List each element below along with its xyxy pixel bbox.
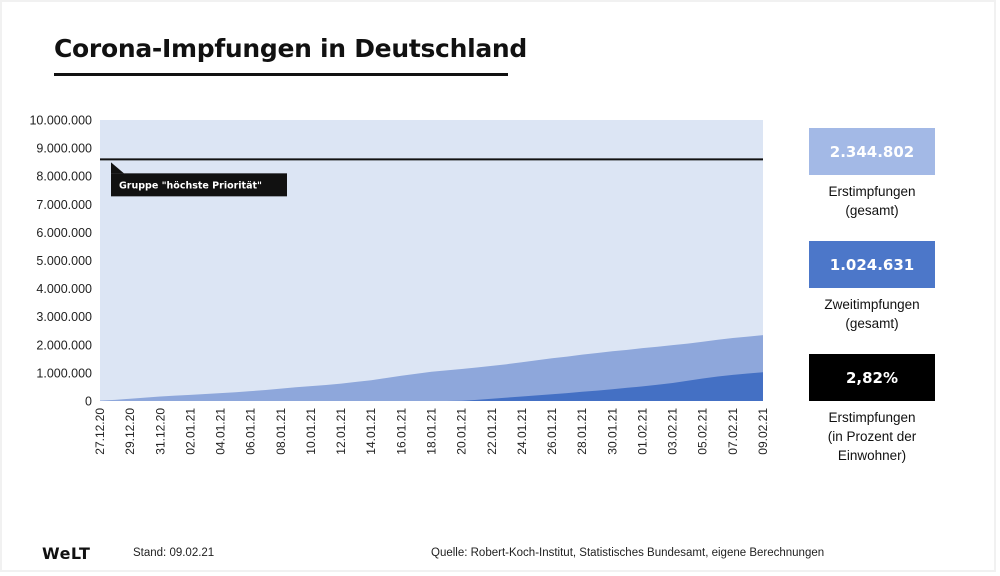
x-tick-label: 31.12.20: [153, 408, 167, 455]
y-tick-label: 10.000.000: [29, 114, 92, 128]
stat-label: Zweitimpfungen (gesamt): [800, 295, 944, 333]
page-title: Corona-Impfungen in Deutschland: [54, 34, 528, 63]
stat-label-line: Erstimpfungen: [828, 410, 916, 425]
stat-label-line: (in Prozent der: [827, 429, 917, 444]
x-tick-label: 05.02.21: [696, 408, 710, 455]
x-tick-label: 14.01.21: [364, 408, 378, 455]
stat-label: Erstimpfungen (gesamt): [800, 182, 944, 220]
series-area-erstimpfungen: [100, 335, 763, 401]
x-tick-label: 08.01.21: [274, 408, 288, 455]
y-tick-label: 0: [85, 395, 92, 409]
footer-source: Quelle: Robert-Koch-Institut, Statistisc…: [431, 547, 825, 559]
y-tick-label: 6.000.000: [36, 226, 92, 240]
stat-value-box: 2.344.802: [809, 128, 935, 175]
annotation-pointer: [111, 162, 124, 174]
footer-stand-date: Stand: 09.02.21: [133, 547, 215, 559]
x-tick-label: 28.01.21: [575, 408, 589, 455]
x-tick-label: 27.12.20: [93, 408, 107, 455]
welt-logo: WeLT: [42, 544, 91, 563]
x-tick-label: 20.01.21: [455, 408, 469, 455]
annotation-box: [111, 173, 287, 197]
y-tick-label: 4.000.000: [36, 282, 92, 296]
stat-label-line: (gesamt): [845, 203, 899, 218]
stat-label-line: (gesamt): [845, 316, 899, 331]
title-underline: [54, 73, 508, 76]
stat-label-line: Erstimpfungen: [828, 184, 916, 199]
x-tick-label: 30.01.21: [605, 408, 619, 455]
stat-value: 2,82%: [845, 368, 899, 387]
x-tick-label: 07.02.21: [726, 408, 740, 455]
stat-value-box: 2,82%: [809, 354, 935, 401]
stat-label-line: Einwohner): [837, 448, 907, 463]
x-tick-label: 10.01.21: [304, 408, 318, 455]
y-tick-label: 3.000.000: [36, 310, 92, 324]
y-tick-label: 2.000.000: [36, 338, 92, 352]
x-tick-label: 16.01.21: [394, 408, 408, 455]
y-tick-label: 7.000.000: [36, 198, 92, 212]
x-tick-label: 02.01.21: [183, 408, 197, 455]
stat-value: 1.024.631: [829, 255, 915, 274]
stat-value-box: 1.024.631: [809, 241, 935, 288]
x-tick-label: 03.02.21: [666, 408, 680, 455]
x-tick-label: 22.01.21: [485, 408, 499, 455]
y-tick-label: 9.000.000: [36, 142, 92, 156]
x-tick-label: 06.01.21: [244, 408, 258, 455]
x-tick-label: 24.01.21: [515, 408, 529, 455]
x-tick-label: 12.01.21: [334, 408, 348, 455]
x-tick-label: 26.01.21: [545, 408, 559, 455]
series-area-zweitimpfungen: [100, 372, 763, 401]
x-tick-label: 01.02.21: [635, 408, 649, 455]
stat-value: 2.344.802: [829, 142, 915, 161]
y-tick-label: 5.000.000: [36, 254, 92, 268]
stat-label: Erstimpfungen (in Prozent der Einwohner): [800, 408, 944, 465]
x-tick-label: 04.01.21: [214, 408, 228, 455]
stat-label-line: Zweitimpfungen: [824, 297, 920, 312]
y-tick-label: 8.000.000: [36, 170, 92, 184]
y-tick-label: 1.000.000: [36, 366, 92, 380]
x-tick-label: 18.01.21: [425, 408, 439, 455]
annotation-label: Gruppe "höchste Priorität": [119, 180, 262, 191]
x-tick-label: 09.02.21: [756, 408, 770, 455]
x-tick-label: 29.12.20: [123, 408, 137, 455]
